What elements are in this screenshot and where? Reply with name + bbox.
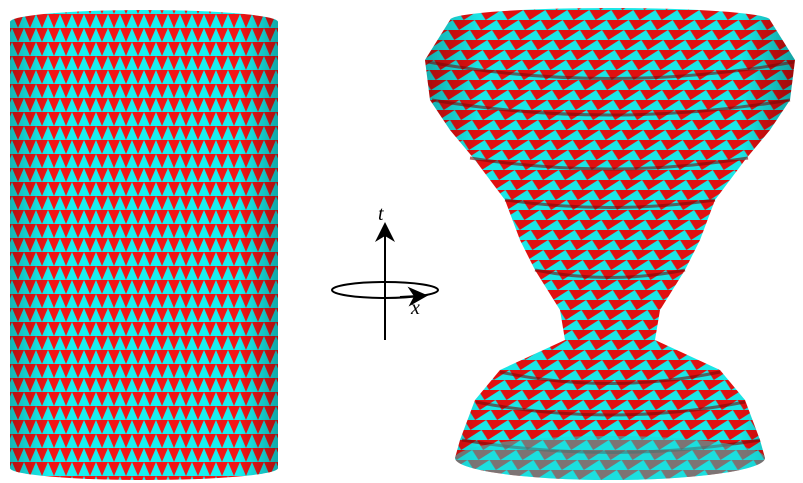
axis-symbol (332, 232, 438, 340)
t-label: t (378, 203, 384, 225)
page: t x (() => { const data = JSON.parse(doc… (0, 0, 803, 483)
x-label: x (410, 297, 420, 319)
figure: t x (0, 0, 803, 483)
deformed-surface (425, 8, 795, 480)
cylinder (10, 10, 278, 480)
